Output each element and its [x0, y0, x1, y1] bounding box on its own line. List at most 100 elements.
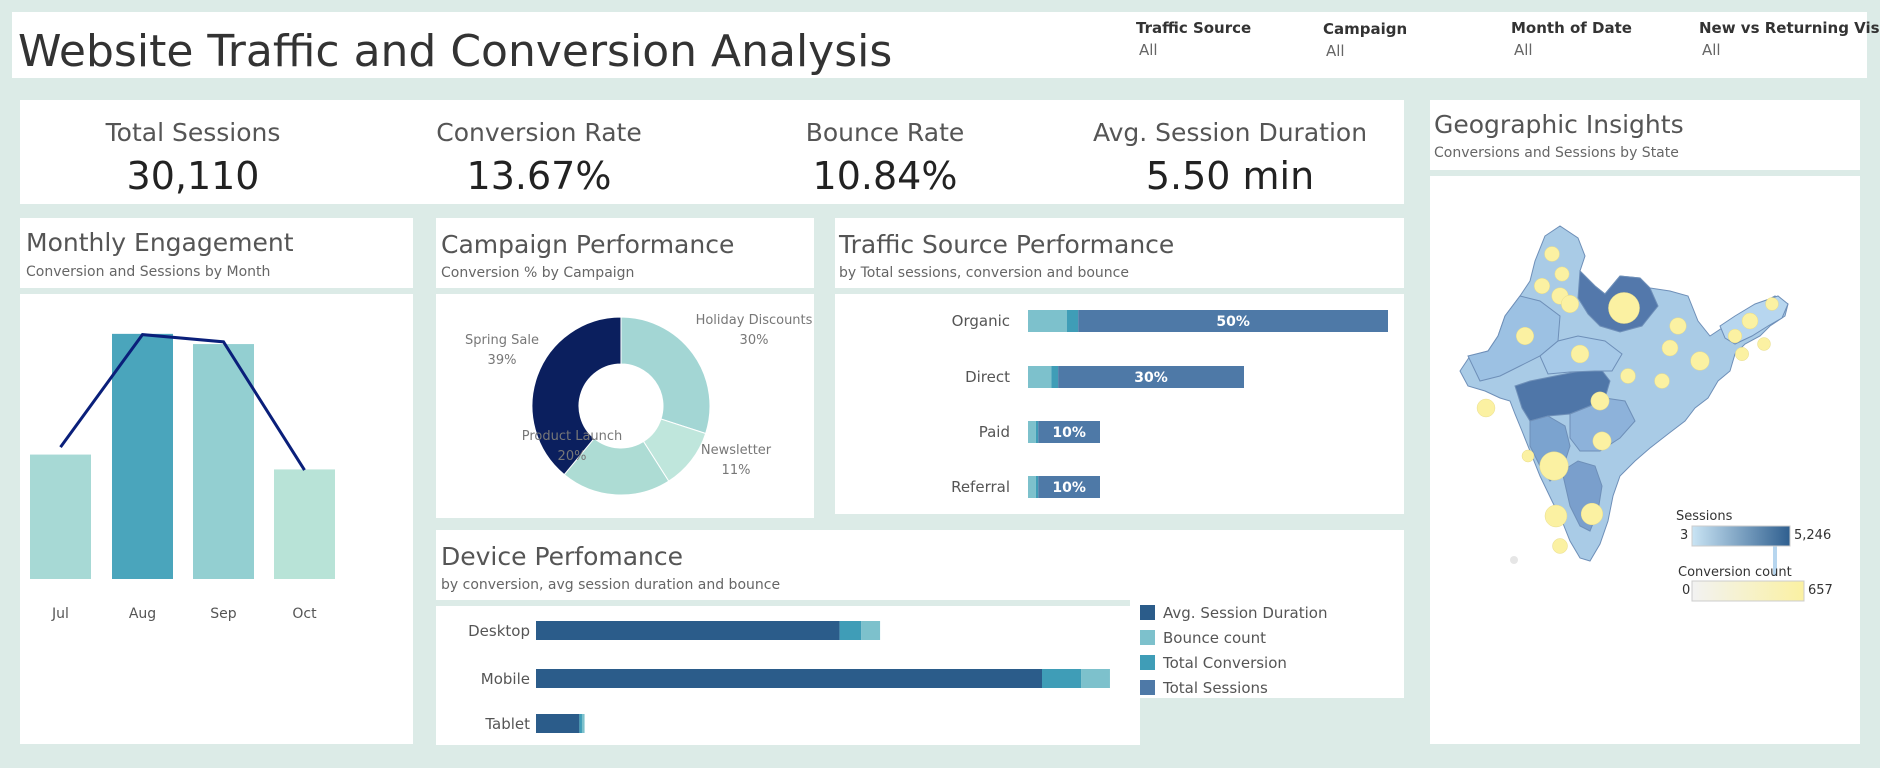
device-legend-item: Avg. Session Duration: [1140, 604, 1327, 622]
device-legend-item: Total Conversion: [1140, 654, 1287, 672]
filter-month-value[interactable]: All: [1514, 41, 1533, 59]
kpi-bounce-rate-label: Bounce Rate: [805, 118, 965, 147]
legend-conversions-title: Conversion count: [1678, 565, 1792, 580]
device-title: Device Perfomance: [441, 542, 684, 571]
filter-month-label: Month of Date: [1511, 19, 1632, 37]
device-legend-panel: [1130, 600, 1404, 698]
bubble-gujarat: [1476, 398, 1496, 418]
device-label-desktop: Desktop: [468, 622, 530, 640]
traffic-title: Traffic Source Performance: [839, 230, 1175, 259]
device-legend-item: Bounce count: [1140, 629, 1266, 647]
traffic-bar-sessions: [1058, 366, 1244, 388]
device-label-tablet: Tablet: [484, 715, 530, 733]
traffic-label-organic: Organic: [952, 312, 1010, 330]
campaign-label: Product Launch: [522, 429, 623, 444]
bubble-punjab: [1533, 277, 1551, 295]
legend-conversions-min: 0: [1682, 583, 1690, 598]
campaign-label: Spring Sale: [465, 333, 539, 348]
bubble-meghalaya: [1727, 328, 1743, 344]
bubble-manipur: [1757, 337, 1771, 351]
device-bar-desktop-1: [839, 621, 862, 640]
filter-traffic-source-label: Traffic Source: [1136, 19, 1252, 37]
device-chart-panel: Desktop Mobile Tablet: [436, 606, 1140, 745]
campaign-slice-holiday-discounts: [620, 316, 711, 435]
traffic-label-paid: Paid: [979, 423, 1010, 441]
traffic-bar-bounce: [1028, 310, 1067, 332]
device-legend-item: Total Sessions: [1140, 679, 1268, 697]
legend-sessions-max: 5,246: [1794, 528, 1831, 543]
conversion-bubbles: [1476, 246, 1779, 554]
legend-conversions-gradient: [1691, 580, 1805, 602]
traffic-bar-sessions: [1038, 421, 1100, 443]
monthly-xtick: Oct: [292, 606, 317, 622]
device-bar-mobile-2: [1081, 669, 1110, 688]
traffic-data-label: 10%: [1052, 480, 1086, 496]
bubble-karnataka: [1544, 504, 1568, 528]
monthly-chart-panel: Jul Aug Sep Oct: [20, 294, 413, 744]
legend-sessions-title: Sessions: [1676, 509, 1733, 524]
kpi-total-sessions-label: Total Sessions: [105, 118, 281, 147]
device-bar-mobile-1: [1042, 669, 1082, 688]
device-bar-tablet-1: [579, 714, 582, 733]
bubble-uttar-pradesh: [1608, 292, 1640, 324]
device-label-mobile: Mobile: [481, 670, 530, 688]
filter-traffic-source-value[interactable]: All: [1139, 41, 1158, 59]
device-bar-desktop-2: [861, 621, 881, 640]
bubble-telangana: [1590, 391, 1610, 411]
campaign-slice-product-launch: [563, 437, 670, 496]
traffic-header: Traffic Source Performance by Total sess…: [835, 218, 1404, 288]
kpi-avg-session-label: Avg. Session Duration: [1092, 118, 1368, 147]
campaign-pct-label: 30%: [740, 333, 769, 348]
traffic-bar-sessions: [1078, 310, 1388, 332]
campaign-chart: Holiday Discounts 30% Newsletter 11% Product…: [465, 313, 813, 496]
page-title: Website Traffic and Conversion Analysis: [18, 26, 893, 77]
filter-visitor-type-value[interactable]: All: [1702, 41, 1721, 59]
traffic-bar-conversion: [1051, 366, 1059, 388]
bubble-maharashtra: [1539, 451, 1569, 481]
campaign-chart-panel: Holiday Discounts 30% Newsletter 11% Product…: [436, 294, 814, 518]
device-header: Device Perfomance by conversion, avg ses…: [436, 530, 1404, 600]
monthly-xtick: Jul: [51, 606, 69, 622]
geo-header: Geographic Insights Conversions and Sess…: [1430, 100, 1860, 170]
bubble-jammu-and-kashmir: [1544, 246, 1560, 262]
bubble-chhattisgarh: [1620, 368, 1636, 384]
traffic-chart-panel: Organic 50% Direct 30% Paid 10% Referral 10%: [835, 294, 1404, 514]
legend-sessions-min: 3: [1680, 528, 1688, 543]
traffic-bar-conversion: [1035, 476, 1039, 498]
monthly-xtick: Sep: [210, 606, 237, 622]
device-chart: Desktop Mobile Tablet: [468, 621, 1110, 733]
monthly-title: Monthly Engagement: [26, 228, 294, 257]
monthly-bar-jul: [30, 454, 91, 579]
monthly-conversion-line: [59, 333, 306, 471]
bubble-kerala: [1552, 538, 1568, 554]
campaign-slice-spring-sale: [531, 316, 622, 476]
kpi-total-sessions-value: 30,110: [126, 154, 260, 198]
campaign-title: Campaign Performance: [441, 230, 735, 259]
traffic-chart: Organic 50% Direct 30% Paid 10% Referral 10%: [951, 310, 1388, 498]
traffic-subtitle: by Total sessions, conversion and bounce: [839, 265, 1129, 281]
bubble-bihar: [1669, 317, 1687, 335]
traffic-bar-conversion: [1066, 310, 1079, 332]
traffic-data-label: 10%: [1052, 425, 1086, 441]
campaign-subtitle: Conversion % by Campaign: [441, 265, 635, 281]
legend-conversions-max: 657: [1808, 583, 1833, 598]
kpi-avg-session-value: 5.50 min: [1145, 154, 1315, 198]
traffic-bar-sessions: [1038, 476, 1100, 498]
bubble-assam: [1741, 312, 1759, 330]
bubble-goa: [1521, 449, 1535, 463]
campaign-label: Holiday Discounts: [696, 313, 813, 328]
bubble-odisha: [1654, 373, 1670, 389]
traffic-label-referral: Referral: [951, 478, 1010, 496]
campaign-pct-label: 39%: [488, 353, 517, 368]
filter-campaign-value[interactable]: All: [1326, 42, 1345, 60]
bubble-himachal-pradesh: [1554, 266, 1570, 282]
campaign-pct-label: 11%: [722, 463, 751, 478]
region-rajasthan: [1467, 295, 1561, 382]
kpi-bounce-rate-value: 10.84%: [812, 154, 958, 198]
device-bar-tablet-2: [581, 714, 585, 733]
traffic-bar-conversion: [1035, 421, 1039, 443]
bubble-rajasthan: [1516, 327, 1534, 345]
bubble-madhya-pradesh: [1570, 344, 1590, 364]
kpi-conversion-rate-value: 13.67%: [466, 154, 612, 198]
geo-map-panel: Sessions 3 5,246 Conversion count 0 657: [1430, 176, 1860, 744]
